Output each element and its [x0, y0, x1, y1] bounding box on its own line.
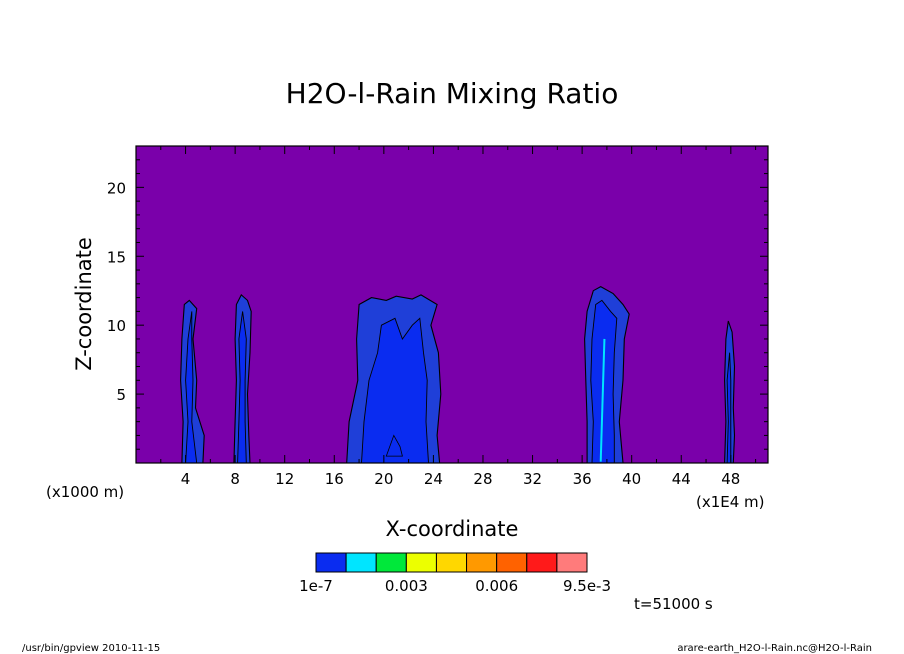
x-tick-label: 36: [573, 470, 592, 488]
chart-title: H2O-l-Rain Mixing Ratio: [286, 77, 619, 110]
x-tick-label: 24: [424, 470, 443, 488]
x-tick-label: 12: [275, 470, 294, 488]
time-label: t=51000 s: [634, 595, 713, 613]
plot-frame: [135, 145, 769, 464]
x-unit-right: (x1E4 m): [696, 493, 765, 511]
x-tick-label: 48: [721, 470, 740, 488]
colorbar-label: 0.006: [475, 577, 518, 595]
x-tick-label: 20: [374, 470, 393, 488]
x-axis-title: X-coordinate: [386, 517, 519, 541]
precipitation-cells: [180, 285, 736, 464]
x-tick-label: 32: [523, 470, 542, 488]
cell-48-inner: [726, 352, 732, 464]
cell-8-inner: [237, 311, 247, 464]
cell-38-streak: [599, 338, 606, 462]
colorbar-swatch: [496, 552, 528, 573]
footer-left: /usr/bin/gpview 2010-11-15: [22, 643, 160, 654]
x-tick-label: 8: [230, 470, 240, 488]
x-tick-label: 4: [181, 470, 191, 488]
colorbar-swatch: [526, 552, 558, 573]
y-tick-label: 20: [107, 179, 126, 197]
footer-right: arare-earth_H2O-l-Rain.nc@H2O-l-Rain: [677, 643, 872, 654]
cell-20-core: [385, 434, 403, 457]
colorbar-swatch: [556, 552, 588, 573]
colorbar-label: 1e-7: [299, 577, 333, 595]
colorbar: 1e-7 0.003 0.006 9.5e-3: [299, 552, 611, 595]
colorbar-swatch: [375, 552, 407, 573]
colorbar-label: 0.003: [385, 577, 428, 595]
plot-background: [136, 146, 768, 463]
colorbar-swatch: [405, 552, 437, 573]
colorbar-swatch: [315, 552, 347, 573]
cell-4-inner: [185, 311, 198, 464]
y-axis-title: Z-coordinate: [72, 237, 96, 371]
x-unit-left: (x1000 m): [46, 483, 124, 501]
colorbar-swatch: [435, 552, 468, 573]
x-tick-label: 28: [473, 470, 492, 488]
colorbar-swatch: [466, 552, 498, 573]
x-tick-label: 16: [325, 470, 344, 488]
x-tick-label: 44: [672, 470, 691, 488]
x-tick-label: 40: [622, 470, 641, 488]
colorbar-swatch: [345, 552, 377, 573]
cell-20-inner: [361, 317, 429, 464]
y-tick-label: 5: [116, 386, 126, 404]
colorbar-label: 9.5e-3: [563, 577, 611, 595]
y-tick-label: 15: [107, 248, 126, 266]
y-tick-label: 10: [107, 317, 126, 335]
